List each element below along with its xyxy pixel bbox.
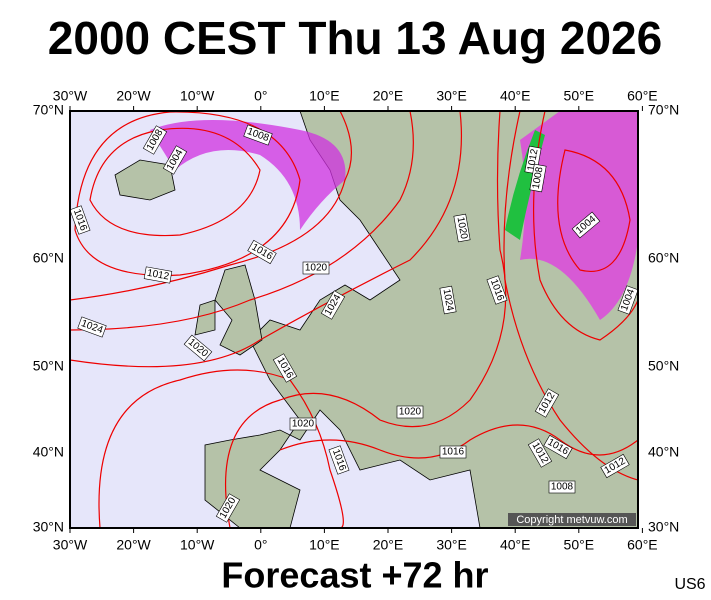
lat-label: 30°N [33, 519, 64, 535]
isobar-label-box [320, 290, 346, 320]
title: 2000 CEST Thu 13 Aug 2026 [48, 12, 662, 64]
lon-label: 30°E [436, 88, 467, 104]
isobar-label-box [527, 438, 553, 468]
lon-label: 60°E [627, 88, 658, 104]
lon-label: 40°E [500, 88, 531, 104]
map-frame [69, 110, 639, 529]
isobar-label-box [143, 266, 173, 284]
isobar-label: 1008 [548, 480, 576, 494]
lon-label: 10°E [309, 88, 340, 104]
isobar-value: 1020 [455, 216, 470, 240]
lon-label: 30°E [436, 537, 467, 553]
lon-label: 10°E [309, 537, 340, 553]
lon-label: 20°W [116, 88, 151, 104]
isobar-label-box [439, 285, 457, 315]
copyright-box [508, 513, 636, 526]
isobar-label-box [302, 261, 330, 275]
isobar-value: 1020 [292, 419, 315, 430]
isobar-label-box [183, 334, 213, 362]
lon-label: 30°W [53, 88, 88, 104]
run-code: US6 [674, 576, 705, 593]
isobar-label: 1020 [396, 405, 424, 419]
copyright: Copyright metvuw.com [516, 514, 627, 526]
forecast-label: Forecast +72 hr [221, 555, 488, 596]
lon-label: 0° [254, 88, 267, 104]
lat-label: 50°N [648, 358, 679, 374]
precipitation [150, 120, 346, 230]
isobar-label-box [453, 213, 471, 243]
isobar-label-box [247, 239, 277, 265]
isobar-value: 1020 [399, 407, 422, 418]
lat-label: 40°N [648, 444, 679, 460]
isobar-label: 1008 [529, 163, 547, 193]
isobar-label: 1020 [302, 261, 330, 275]
isobar-label: 1016 [439, 445, 467, 459]
lon-label: 10°W [180, 537, 215, 553]
isobar-label-box [529, 163, 547, 193]
isobar-value: 1020 [305, 263, 328, 274]
lat-label: 70°N [33, 102, 64, 118]
lon-label: 0° [254, 537, 267, 553]
lon-label: 30°W [53, 537, 88, 553]
lon-label: 40°E [500, 537, 531, 553]
lon-label: 20°E [373, 537, 404, 553]
isobar-value: 1012 [146, 268, 170, 283]
lon-label: 50°E [564, 88, 595, 104]
isobar-value: 1008 [531, 166, 546, 190]
isobar-label-box [534, 388, 560, 418]
lat-label: 60°N [648, 250, 679, 266]
isobar-label-box [77, 316, 107, 338]
isobar-label: 1024 [439, 285, 457, 315]
lon-label: 10°W [180, 88, 215, 104]
isobar-value: 1016 [442, 447, 465, 458]
isobar-label-box [215, 493, 241, 523]
lat-label: 50°N [33, 358, 64, 374]
isobar-label-box [142, 125, 168, 155]
iceland [114, 159, 176, 201]
isobar-label-box [328, 445, 350, 475]
lat-label: 30°N [648, 519, 679, 535]
isobar-label: 1020 [453, 213, 471, 243]
lon-label: 60°E [627, 537, 658, 553]
isobar-label-box [272, 353, 298, 383]
isobar-label-box [571, 211, 601, 239]
precipitation [520, 111, 638, 320]
isobar-label-box [543, 434, 573, 460]
lat-label: 40°N [33, 444, 64, 460]
isobar-label-box [396, 405, 424, 419]
map-area: 1008100410081016101210161024102010161020… [70, 111, 638, 528]
isobar-label-box [548, 480, 576, 494]
lon-label: 50°E [564, 537, 595, 553]
isobar-label-box [70, 205, 91, 235]
lon-label: 20°E [373, 88, 404, 104]
isobar-label-box [486, 275, 508, 305]
isobar-label-box [600, 453, 630, 479]
isobar-label-box [439, 445, 467, 459]
isobar-label: 1020 [289, 417, 317, 431]
isobar-value: 1008 [551, 482, 574, 493]
isobar-value: 1024 [441, 288, 456, 312]
isobar-label-box [289, 417, 317, 431]
lat-label: 70°N [648, 102, 679, 118]
lat-label: 60°N [33, 250, 64, 266]
isobar-label: 1012 [143, 266, 173, 284]
british-isles [194, 264, 263, 356]
isobar-label-box [162, 145, 188, 175]
lon-label: 20°W [116, 537, 151, 553]
isobar-label-box [617, 285, 638, 315]
isobar-label-box [243, 124, 273, 146]
